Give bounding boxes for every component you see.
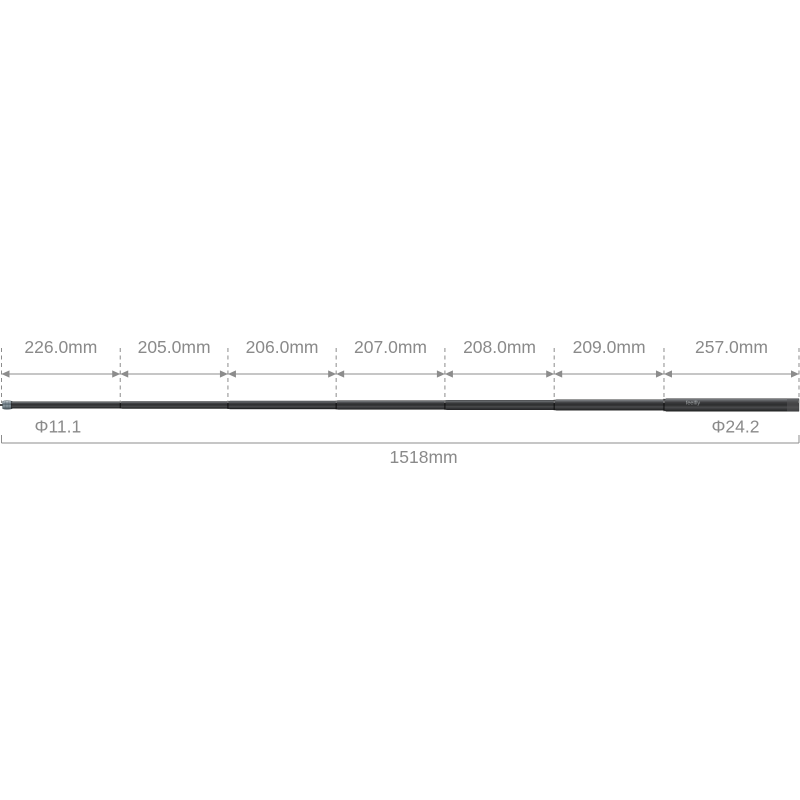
svg-text:226.0mm: 226.0mm bbox=[24, 337, 97, 357]
svg-text:257.0mm: 257.0mm bbox=[695, 337, 768, 357]
svg-text:Φ24.2: Φ24.2 bbox=[711, 417, 759, 437]
svg-text:207.0mm: 207.0mm bbox=[354, 337, 427, 357]
svg-text:205.0mm: 205.0mm bbox=[138, 337, 211, 357]
svg-text:feelfly: feelfly bbox=[686, 400, 701, 406]
svg-text:208.0mm: 208.0mm bbox=[463, 337, 536, 357]
svg-text:1518mm: 1518mm bbox=[390, 447, 458, 467]
svg-text:Φ11.1: Φ11.1 bbox=[35, 417, 82, 437]
svg-text:206.0mm: 206.0mm bbox=[246, 337, 319, 357]
svg-text:209.0mm: 209.0mm bbox=[573, 337, 646, 357]
